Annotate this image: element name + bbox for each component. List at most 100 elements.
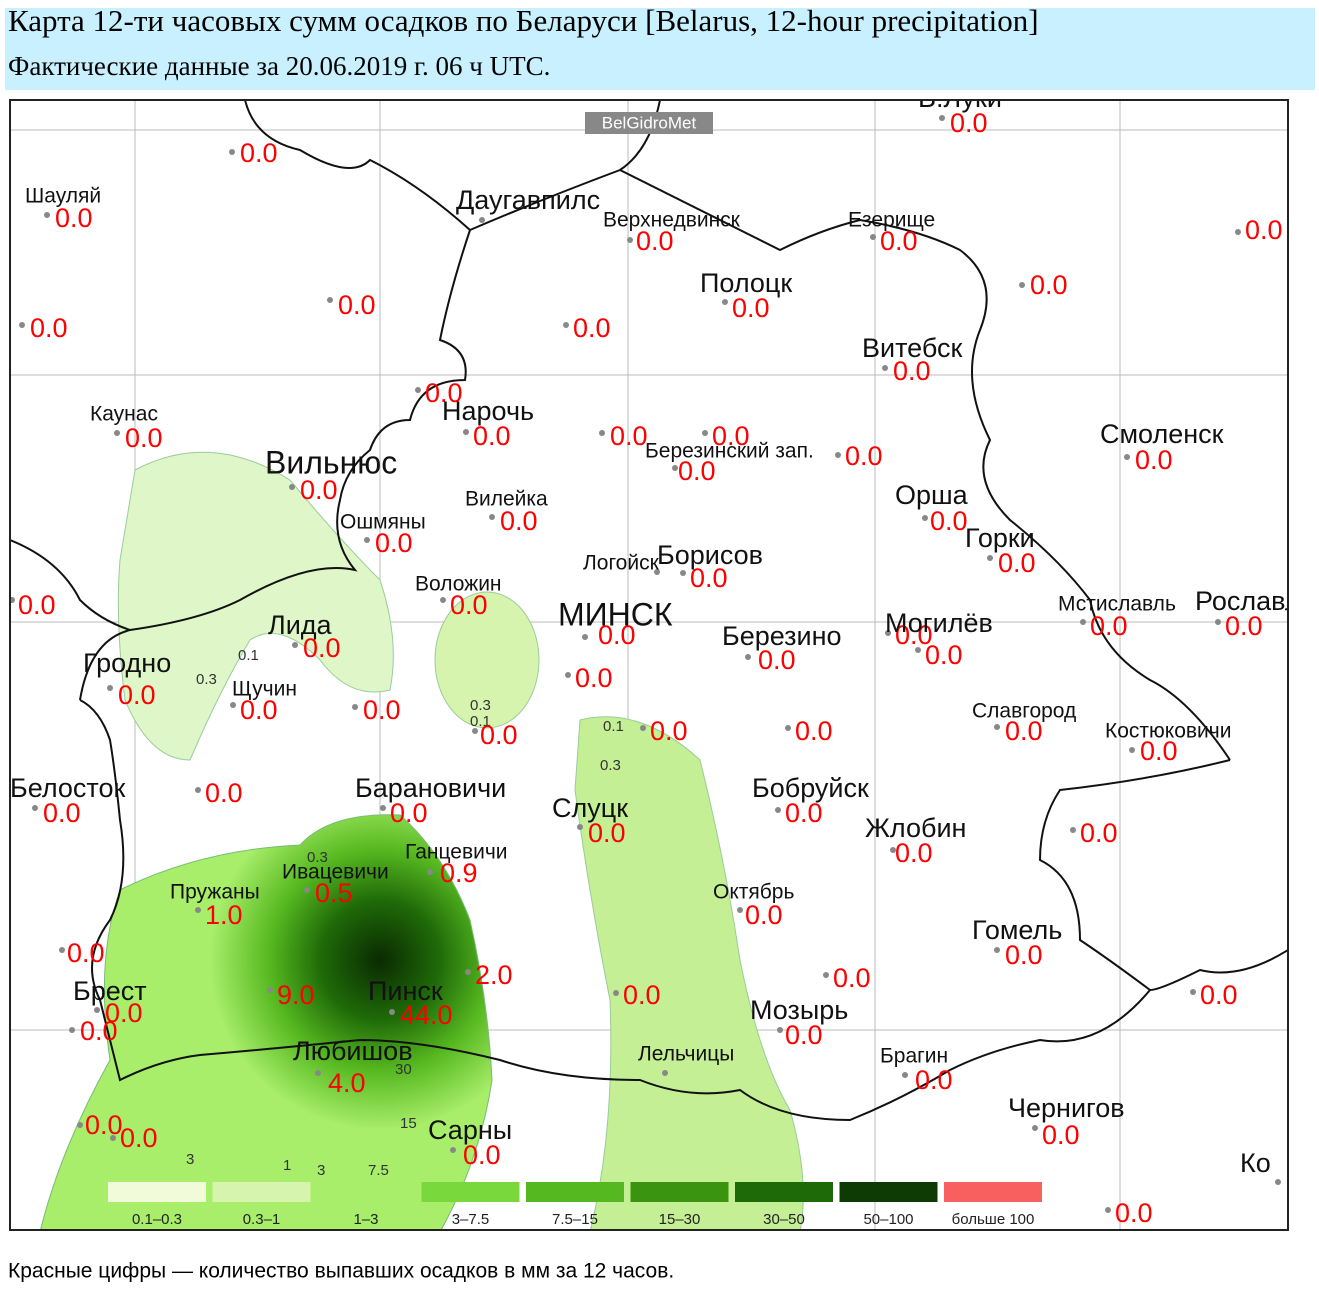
station-name: Брест [73, 976, 147, 1006]
precip-value: 44.0 [400, 1000, 453, 1030]
precip-value: 0.0 [588, 818, 626, 848]
station-dot [59, 947, 65, 953]
station-dot [915, 647, 921, 653]
legend-swatch [839, 1182, 938, 1202]
station-dot [110, 1135, 116, 1141]
precip-value: 1.0 [205, 900, 243, 930]
legend: 0.1–0.3 0.3–1 1–3 3–7.5 7.5–15 15–30 30–50 50–1… [108, 1182, 1042, 1228]
station-name: Березино [722, 621, 842, 651]
station-dot [987, 555, 993, 561]
precip-value: 0.0 [880, 226, 918, 256]
station-name: Сарны [428, 1115, 512, 1145]
station-dot [654, 569, 660, 575]
station-name: Смоленск [1100, 419, 1224, 449]
precip-value: 0.0 [205, 778, 243, 808]
precip-value: 0.0 [795, 716, 833, 746]
station-name: Слуцк [552, 793, 628, 823]
precip-value: 0.0 [463, 1140, 501, 1170]
precip-value: 0.0 [895, 620, 933, 650]
station-dot [1080, 619, 1086, 625]
station-dot [1129, 747, 1135, 753]
station-name: Октябрь [713, 881, 794, 904]
contour-label: 0.3 [470, 697, 491, 714]
station-dot [304, 887, 310, 893]
precip-value: 0.0 [650, 716, 688, 746]
watermark: BelGidroMet [602, 113, 697, 132]
legend-swatch [421, 1182, 520, 1202]
precip-value: 0.0 [363, 695, 401, 725]
precip-value: 0.0 [300, 475, 338, 505]
station-dot [737, 907, 743, 913]
precip-value: 0.0 [732, 293, 770, 323]
precip-value: 0.0 [893, 356, 931, 386]
station-name: Гомель [972, 915, 1062, 945]
station-name: Даугавпилс [456, 185, 600, 215]
station-dot [315, 1070, 321, 1076]
station-dot [389, 1009, 395, 1015]
precip-value: 0.0 [785, 798, 823, 828]
precip-value: 0.0 [30, 313, 68, 343]
station-name: Вильнюс [265, 444, 397, 480]
legend-label: 30–50 [763, 1211, 805, 1228]
precip-value: 0.0 [473, 421, 511, 451]
subtitle: Фактические данные за 20.06.2019 г. 06 ч… [8, 51, 550, 81]
station-name: Бобруйск [752, 773, 869, 803]
precip-value: 0.0 [1005, 940, 1043, 970]
station-dot [582, 634, 588, 640]
station-name: МИНСК [558, 596, 673, 632]
station-name: Борисов [657, 540, 763, 570]
precip-value: 0.0 [623, 980, 661, 1010]
station-name: Рославль [1195, 586, 1315, 616]
station-name: Щучин [232, 678, 297, 701]
station-name: Ошмяны [340, 511, 426, 534]
contour-label: 0.1 [470, 713, 491, 730]
precip-value: 0.0 [1042, 1120, 1080, 1150]
station-name: Шауляй [25, 185, 101, 208]
station-dot [230, 702, 236, 708]
station-dot [1019, 282, 1025, 288]
station-dot [1032, 1125, 1038, 1131]
station-name: Горки [965, 523, 1035, 553]
precip-value: 0.0 [833, 963, 871, 993]
station-dot [680, 570, 686, 576]
legend-label: 7.5–15 [552, 1211, 598, 1228]
station-dot [1105, 1207, 1111, 1213]
precip-value: 0.0 [678, 456, 716, 486]
station-name: Березинский зап. [645, 440, 814, 463]
legend-label: 0.1–0.3 [132, 1211, 182, 1228]
station-dot [229, 149, 235, 155]
contour-label: 1 [283, 1157, 291, 1174]
precip-value: 0.0 [1135, 445, 1173, 475]
station-name: Вилейка [465, 488, 548, 511]
legend-swatch [735, 1182, 833, 1202]
precip-value: 0.0 [240, 695, 278, 725]
station-dot [882, 365, 888, 371]
contour-label: 15 [400, 1115, 417, 1132]
precip-value: 0.0 [690, 563, 728, 593]
station-dot [94, 1007, 100, 1013]
station-name: Мстиславль [1058, 593, 1176, 616]
precip-value: 0.0 [1090, 611, 1128, 641]
precip-value: 0.0 [950, 108, 988, 138]
station-dot [722, 299, 728, 305]
legend-label: 1–3 [353, 1211, 378, 1228]
station-name: Верхнедвинск [603, 209, 741, 232]
precip-value: 0.0 [745, 900, 783, 930]
station-name: Белосток [10, 773, 125, 803]
precip-value: 0.0 [915, 1065, 953, 1095]
precip-value: 0.0 [925, 640, 963, 670]
precip-value: 0.0 [930, 506, 968, 536]
precip-value: 0.0 [758, 645, 796, 675]
stations: В.Луки0.00.0Шауляй0.0ДаугавпилсВерхнедви… [10, 101, 1315, 1228]
station-name: Воложин [415, 573, 502, 596]
station-dot [890, 847, 896, 853]
precip-value: 0.0 [425, 378, 463, 408]
precip-value: 0.0 [636, 226, 674, 256]
legend-label: 3–7.5 [452, 1211, 490, 1228]
station-dot [450, 1147, 456, 1153]
station-name: Чернигов [1008, 1093, 1125, 1123]
precip-value: 0.0 [105, 998, 143, 1028]
station-name: Ганцевичи [405, 841, 508, 864]
precip-value: 0.0 [118, 680, 156, 710]
